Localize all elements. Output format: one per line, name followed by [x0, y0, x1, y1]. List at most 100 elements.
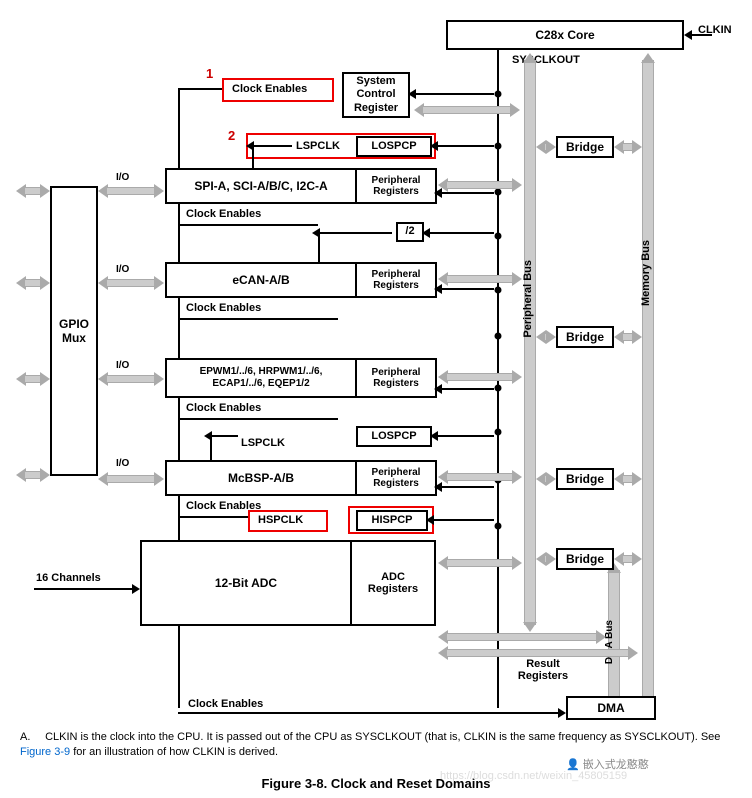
lspclk1-v — [252, 145, 254, 168]
lspclk2-label: LSPCLK — [241, 437, 285, 449]
annot-1: 1 — [206, 66, 213, 81]
sys-ctrl-box: System Control Register — [342, 72, 410, 118]
io4: I/O — [116, 458, 129, 469]
bridge4-r — [614, 552, 642, 566]
footnote-a: A. — [20, 730, 42, 745]
div2-label: /2 — [405, 225, 414, 238]
peripheral-bus-label: Peripheral Bus — [522, 260, 534, 338]
channels-label: 16 Channels — [36, 572, 101, 584]
spi-bus — [438, 178, 522, 192]
figure-title: Figure 3-8. Clock and Reset Domains — [0, 776, 752, 791]
dma-box: DMA — [566, 696, 656, 720]
lospcp1-box: LOSPCP — [356, 136, 432, 157]
io1: I/O — [116, 172, 129, 183]
dot — [495, 429, 502, 436]
preg2-label: Peripheral Registers — [372, 269, 421, 291]
hspclk-label: HSPCLK — [258, 514, 303, 526]
dma-label: DMA — [597, 701, 624, 715]
div2-in — [428, 232, 494, 234]
bridge1-r — [614, 140, 642, 154]
io-arr-l4 — [16, 468, 50, 482]
ce2-h — [178, 318, 338, 320]
dot — [495, 233, 502, 240]
peripheral-bus — [524, 60, 536, 625]
lspclk2-arr — [210, 435, 238, 437]
io-arr-r4 — [98, 472, 164, 486]
memory-bus — [642, 60, 654, 700]
io-arr-r3 — [98, 372, 164, 386]
ecan-bus — [438, 272, 522, 286]
annot-2: 2 — [228, 128, 235, 143]
lospcp2-box: LOSPCP — [356, 426, 432, 447]
ce1-label: Clock Enables — [186, 208, 261, 220]
scr-arrow — [414, 93, 494, 95]
clkin-label: CLKIN — [698, 24, 732, 36]
hispcp-arr — [432, 519, 494, 521]
io-arr-r2 — [98, 276, 164, 290]
footnote-text2: for an illustration of how CLKIN is deri… — [73, 746, 278, 758]
clock-enables-top-label: Clock Enables — [232, 83, 307, 95]
lospcp1-label: LOSPCP — [371, 140, 416, 153]
mcbsp-clk — [440, 486, 494, 488]
ecan-clk — [440, 288, 494, 290]
io2: I/O — [116, 264, 129, 275]
epwm-row: EPWM1/../6, HRPWM1/../6, ECAP1/../6, EQE… — [165, 358, 437, 398]
preg4-label: Peripheral Registers — [372, 467, 421, 489]
dot — [495, 523, 502, 530]
wm2: https://blog.csdn.net/weixin_45805159 — [440, 770, 627, 782]
ce2-label: Clock Enables — [186, 302, 261, 314]
bridge4-l — [536, 552, 556, 566]
io-arr-r1 — [98, 184, 164, 198]
io3: I/O — [116, 360, 129, 371]
lospcp1-arr — [436, 145, 494, 147]
spi-label: SPI-A, SCI-A/B/C, I2C-A — [194, 179, 327, 193]
io-arr-l1 — [16, 184, 50, 198]
dot — [495, 91, 502, 98]
ce-h — [178, 88, 222, 90]
gpio-label: GPIO Mux — [59, 317, 89, 346]
ce5-arr — [552, 712, 560, 714]
preg1-label: Peripheral Registers — [372, 175, 421, 197]
div2-box: /2 — [396, 222, 424, 242]
bridge1-box: Bridge — [556, 136, 614, 158]
diagram-page: C28x Core CLKIN SYSCLKOUT Peripheral Bus… — [0, 0, 752, 798]
bridge4-box: Bridge — [556, 548, 614, 570]
lospcp2-arr — [436, 435, 494, 437]
io-arr-l3 — [16, 372, 50, 386]
bridge1-l — [536, 140, 556, 154]
memory-bus-label: Memory Bus — [640, 240, 652, 306]
scr-bus — [414, 103, 520, 117]
lspclk1-arr — [252, 145, 292, 147]
dot — [495, 333, 502, 340]
adc-row: 12-Bit ADC ADC Registers — [140, 540, 436, 626]
adcreg-label: ADC Registers — [368, 571, 418, 595]
bridge2-r — [614, 330, 642, 344]
adc-dma-bus1 — [438, 630, 606, 644]
spi-row: SPI-A, SCI-A/B/C, I2C-A Peripheral Regis… — [165, 168, 437, 204]
bridge2-label: Bridge — [566, 330, 604, 344]
bridge1-label: Bridge — [566, 140, 604, 154]
bridge3-l — [536, 472, 556, 486]
sys-ctrl-label: System Control Register — [354, 75, 398, 115]
ce4-h — [178, 516, 248, 518]
ecan-row: eCAN-A/B Peripheral Registers — [165, 262, 437, 298]
dot — [495, 385, 502, 392]
channels-arrow — [34, 588, 134, 590]
mcbsp-label: McBSP-A/B — [228, 471, 294, 485]
bridge2-box: Bridge — [556, 326, 614, 348]
lspclk1-label: LSPCLK — [296, 140, 340, 152]
bridge3-r — [614, 472, 642, 486]
adc-label: 12-Bit ADC — [215, 576, 277, 590]
footnote-link[interactable]: Figure 3-9 — [20, 746, 70, 758]
hispcp-label: HISPCP — [372, 514, 413, 527]
footnote-text1: CLKIN is the clock into the CPU. It is p… — [45, 731, 720, 743]
io-arr-l2 — [16, 276, 50, 290]
dot — [495, 287, 502, 294]
adc-bus — [438, 556, 522, 570]
ce5-label: Clock Enables — [188, 698, 263, 710]
ce3-h — [178, 418, 338, 420]
bridge2-l — [536, 330, 556, 344]
epwm-label: EPWM1/../6, HRPWM1/../6, ECAP1/../6, EQE… — [200, 366, 323, 389]
mcbsp-bus — [438, 470, 522, 484]
epwm-bus — [438, 370, 522, 384]
